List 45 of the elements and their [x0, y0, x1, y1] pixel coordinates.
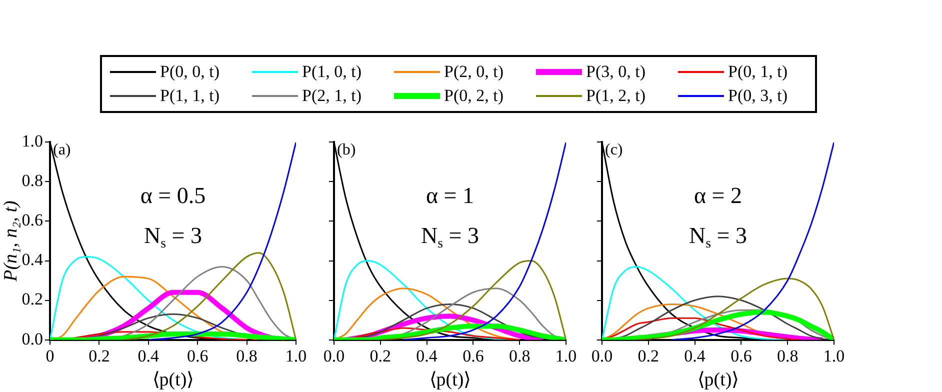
y-tick-label: 0.4	[22, 250, 44, 270]
x-tick-label: 0.0	[591, 346, 613, 366]
x-tick-label: 0.4	[416, 346, 438, 366]
annotation: α = 2	[694, 183, 742, 208]
x-axis-title: ⟨p(t)⟩	[697, 370, 739, 391]
x-tick-label: 0	[46, 346, 54, 366]
annotation: α = 0.5	[140, 183, 206, 208]
x-tick-label: 0.2	[88, 346, 110, 366]
legend-label: P(1, 0, t)	[302, 62, 362, 82]
y-tick-label: 0.2	[22, 290, 43, 309]
x-tick-label: 0.8	[776, 346, 798, 366]
x-tick-label: 1.0	[285, 346, 307, 366]
x-tick-label: 0.6	[730, 346, 752, 366]
y-axis-title: P(n₁, n₂, t)	[0, 200, 22, 282]
legend-label: P(0, 2, t)	[444, 86, 504, 106]
x-tick-label: 0.0	[323, 346, 345, 366]
x-tick-label: 0.4	[138, 346, 160, 366]
legend-label: P(1, 1, t)	[160, 86, 220, 106]
y-tick-label: 0.6	[22, 210, 43, 230]
x-tick-label: 0.2	[370, 346, 392, 366]
line-series	[123, 252, 296, 340]
x-axis-title: ⟨p(t)⟩	[152, 370, 194, 391]
x-tick-label: 0.8	[236, 346, 258, 366]
x-tick-label: 1.0	[823, 346, 845, 366]
legend-label: P(0, 1, t)	[728, 62, 788, 82]
annotation: (c)	[605, 141, 623, 158]
x-tick-label: 0.6	[186, 346, 208, 366]
legend-label: P(0, 3, t)	[728, 86, 788, 106]
annotation: (a)	[53, 141, 71, 158]
legend-label: P(1, 2, t)	[586, 86, 646, 106]
legend-label: P(2, 1, t)	[302, 86, 362, 106]
x-tick-label: 0.4	[684, 346, 706, 366]
x-tick-label: 0.6	[462, 346, 484, 366]
x-axis-title: ⟨p(t)⟩	[429, 370, 471, 391]
x-tick-label: 1.0	[555, 346, 577, 366]
x-tick-label: 0.2	[638, 346, 660, 366]
annotation: α = 1	[426, 183, 474, 208]
annotation: (b)	[337, 141, 356, 158]
y-tick-label: 0.8	[22, 171, 43, 190]
legend-label: P(0, 0, t)	[160, 62, 220, 82]
x-tick-label: 0.8	[508, 346, 530, 366]
y-tick-label: 1.0	[22, 132, 43, 151]
legend-label: P(2, 0, t)	[444, 62, 504, 82]
y-tick-label: 0.0	[22, 329, 43, 348]
legend-label: P(3, 0, t)	[586, 62, 646, 82]
